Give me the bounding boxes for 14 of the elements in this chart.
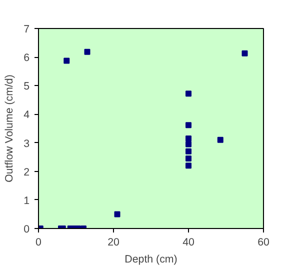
y-tick-label: 6 (24, 52, 30, 64)
y-axis-title: Outflow Volume (cm/d) (4, 74, 16, 182)
y-tick-label: 5 (24, 80, 30, 93)
x-axis-title: Depth (cm) (124, 254, 178, 266)
x-tick-label: 20 (108, 236, 120, 248)
y-tick-label: 0 (24, 224, 30, 236)
y-tick-label: 2 (24, 166, 30, 178)
y-tick-label: 4 (24, 109, 30, 122)
x-tick-label: 40 (182, 236, 194, 248)
y-tick-label: 1 (24, 194, 30, 207)
y-tick-label: 3 (24, 138, 30, 150)
x-tick-label: 0 (36, 236, 42, 248)
y-tick-label: 7 (24, 24, 30, 36)
x-tick-label: 60 (258, 236, 270, 248)
